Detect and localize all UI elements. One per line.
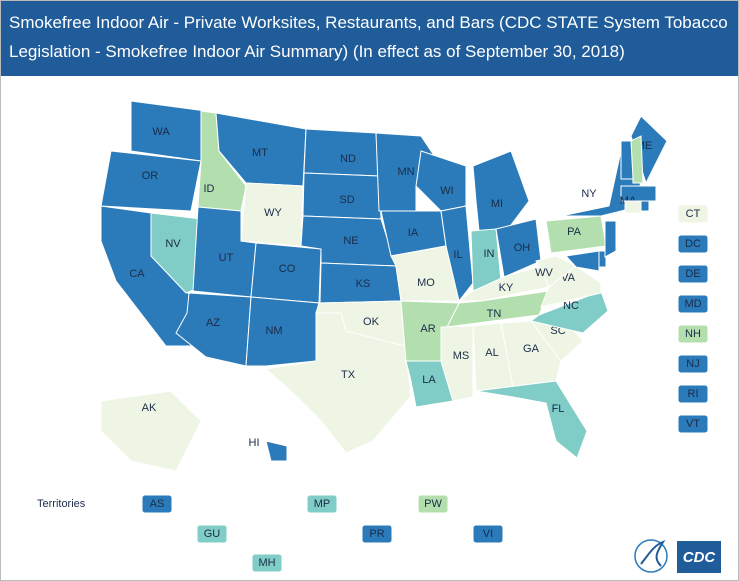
state-label: HI — [249, 437, 260, 449]
territory-label: VI — [483, 528, 493, 540]
territory-box[interactable] — [196, 524, 228, 544]
small-state-label: MD — [684, 298, 701, 310]
cdc-logo — [677, 541, 721, 573]
state-label: WA — [152, 126, 170, 138]
small-state-label: VT — [686, 418, 700, 430]
small-state-box[interactable] — [677, 324, 709, 344]
header-title: Smokefree Indoor Air - Private Worksites… — [1, 1, 738, 76]
state-label: ID — [204, 183, 215, 195]
territory-box[interactable] — [361, 524, 393, 544]
map: Territories CDC WA OR CA NV ID MT WY UT CO AZ NM ND… — [37, 100, 721, 573]
state-shape[interactable] — [440, 325, 474, 402]
state-shape[interactable] — [100, 150, 202, 212]
state-shape[interactable] — [620, 140, 634, 180]
state-shape[interactable] — [620, 185, 657, 202]
state-label: MN — [397, 166, 414, 178]
state-shape[interactable] — [624, 200, 642, 214]
state-label: NV — [165, 238, 181, 250]
state-shape[interactable] — [264, 312, 412, 454]
small-state-box[interactable] — [677, 204, 709, 224]
state-label: TX — [341, 369, 356, 381]
territory-box[interactable] — [141, 494, 173, 514]
territory-box[interactable] — [306, 494, 338, 514]
state-label: TN — [487, 308, 502, 320]
state-label: CA — [129, 268, 145, 280]
state-shape[interactable] — [604, 220, 617, 258]
state-label: SD — [339, 194, 354, 206]
state-label: OR — [142, 170, 159, 182]
state-label: MO — [417, 277, 435, 289]
territory-label: GU — [204, 528, 221, 540]
state-shape[interactable] — [472, 150, 530, 232]
small-state-label: RI — [688, 388, 699, 400]
small-state-box[interactable] — [677, 234, 709, 254]
state-label: NM — [265, 325, 282, 337]
small-state-label: NH — [685, 328, 701, 340]
hhs-logo — [634, 539, 668, 573]
state-label: WY — [264, 207, 282, 219]
state-label: WI — [440, 185, 453, 197]
state-label: NY — [581, 188, 597, 200]
state-label: MT — [252, 147, 268, 159]
state-label: LA — [422, 374, 436, 386]
state-label: AL — [485, 347, 498, 359]
state-shape[interactable] — [565, 250, 600, 272]
state-label: IA — [408, 227, 419, 239]
small-state-label: NJ — [686, 358, 699, 370]
territory-box[interactable] — [251, 553, 283, 573]
state-shape[interactable] — [100, 390, 202, 472]
cdc-logo-text: CDC — [683, 549, 717, 566]
territory-box[interactable] — [417, 494, 449, 514]
small-state-label: CT — [686, 208, 701, 220]
state-shape[interactable] — [245, 296, 320, 367]
state-label: MS — [453, 350, 470, 362]
small-state-label: DC — [685, 238, 701, 250]
state-label: NE — [343, 235, 358, 247]
state-shape[interactable] — [500, 320, 562, 388]
state-label: CO — [279, 263, 296, 275]
state-label: MI — [491, 198, 503, 210]
small-state-box[interactable] — [677, 294, 709, 314]
state-label: FL — [552, 403, 565, 415]
territory-label: AS — [150, 498, 165, 510]
state-shape[interactable] — [640, 200, 650, 212]
state-label: IN — [484, 248, 495, 260]
state-label: ND — [340, 153, 356, 165]
small-state-box[interactable] — [677, 384, 709, 404]
state-label: PA — [567, 226, 582, 238]
state-label: KY — [499, 282, 514, 294]
territory-label: MP — [314, 498, 331, 510]
small-state-box[interactable] — [677, 264, 709, 284]
state-label: WV — [535, 267, 553, 279]
state-shape[interactable] — [405, 360, 454, 408]
state-shape[interactable] — [265, 440, 288, 462]
territory-box[interactable] — [472, 524, 504, 544]
state-shape[interactable] — [440, 205, 474, 303]
small-state-box[interactable] — [677, 414, 709, 434]
small-state-box[interactable] — [677, 354, 709, 374]
state-shape[interactable] — [415, 150, 467, 212]
territory-label: PR — [369, 528, 384, 540]
territory-label: MH — [258, 557, 275, 569]
state-label: NC — [563, 300, 579, 312]
state-label: UT — [219, 252, 234, 264]
territory-label: PW — [424, 498, 442, 510]
small-state-label: DE — [685, 268, 700, 280]
state-label: GA — [523, 343, 540, 355]
state-label: OH — [514, 242, 531, 254]
state-shape[interactable] — [390, 245, 460, 302]
state-label: OK — [363, 316, 380, 328]
state-label: IL — [453, 249, 462, 261]
state-label: KS — [356, 278, 371, 290]
state-shape[interactable] — [475, 380, 588, 459]
state-label: AK — [142, 402, 157, 414]
state-label: AR — [420, 323, 435, 335]
state-shape[interactable] — [150, 212, 202, 294]
territories-label: Territories — [37, 498, 86, 510]
state-label: AZ — [206, 317, 220, 329]
